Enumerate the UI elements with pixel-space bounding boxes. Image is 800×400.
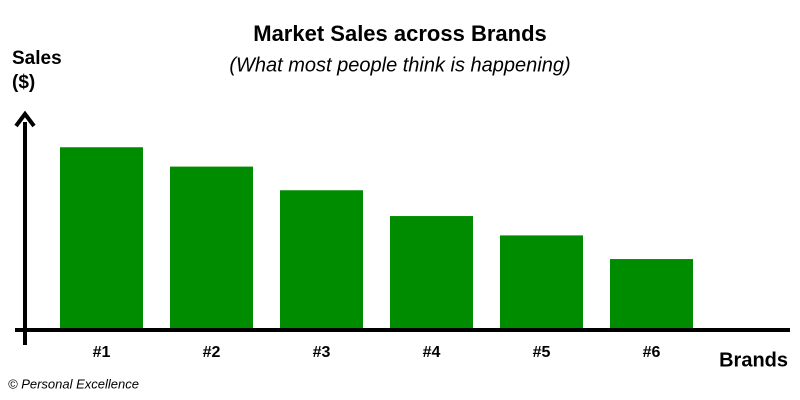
x-tick-label: #1 — [93, 344, 111, 361]
x-tick-label: #3 — [313, 344, 331, 361]
chart-subtitle: (What most people think is happening) — [229, 54, 570, 76]
x-tick-label: #6 — [643, 344, 661, 361]
bar — [280, 190, 363, 330]
x-tick-label: #4 — [423, 344, 441, 361]
source: © Personal Excellence — [8, 376, 139, 391]
x-tick-label: #5 — [533, 344, 551, 361]
bar — [390, 216, 473, 330]
x-tick-label: #2 — [203, 344, 221, 361]
x-axis-label: Brands — [719, 349, 788, 371]
y-axis-label: Sales ($) — [12, 48, 62, 93]
chart-title: Market Sales across Brands — [253, 21, 547, 46]
bar — [60, 147, 143, 330]
y-axis-arrow — [14, 110, 36, 128]
bar — [500, 235, 583, 330]
bar — [170, 166, 253, 330]
bar — [610, 259, 693, 330]
